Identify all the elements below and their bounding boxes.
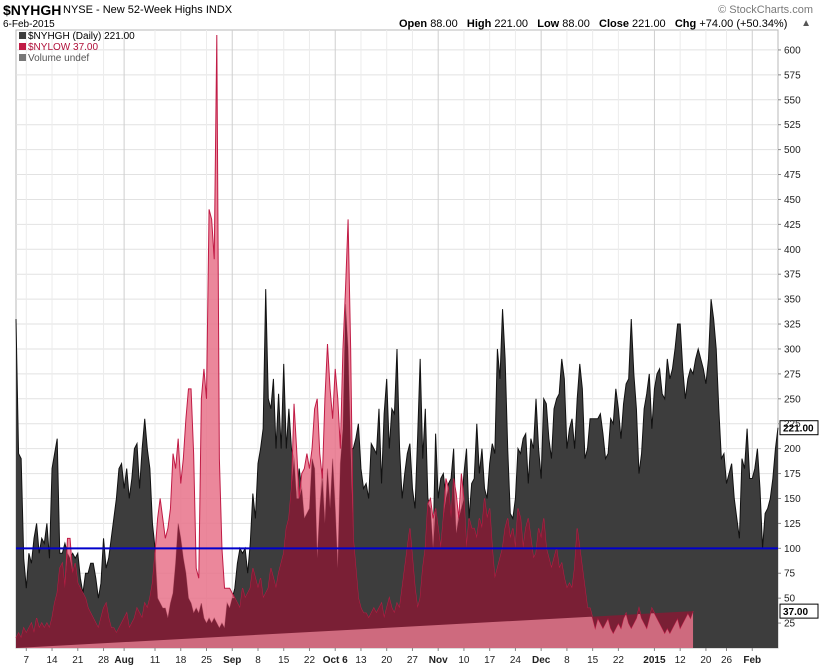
exchange-label: INDX bbox=[205, 4, 233, 16]
chart-series bbox=[15, 34, 779, 649]
legend-volume-text: Volume undef bbox=[28, 53, 90, 64]
last-value-tag-label: 221.00 bbox=[783, 424, 814, 435]
y-tick-label: 400 bbox=[784, 245, 801, 256]
legend-swatch-red bbox=[19, 43, 26, 50]
y-tick-label: 200 bbox=[784, 444, 801, 455]
y-tick-label: 425 bbox=[784, 220, 801, 231]
x-tick-label: 22 bbox=[613, 655, 625, 666]
y-tick-label: 325 bbox=[784, 320, 801, 331]
y-tick-label: 225 bbox=[784, 419, 801, 430]
x-tick-label: 15 bbox=[587, 655, 599, 666]
x-tick-label: 15 bbox=[278, 655, 290, 666]
y-tick-label: 475 bbox=[784, 170, 801, 181]
symbol-name: NYSE - New 52-Week Highs INDX bbox=[63, 4, 232, 16]
y-tick-label: 600 bbox=[784, 45, 801, 56]
close-value: 221.00 bbox=[632, 18, 666, 30]
y-tick-label: 75 bbox=[784, 569, 796, 580]
x-tick-label: Feb bbox=[743, 655, 761, 666]
y-tick-label: 250 bbox=[784, 394, 801, 405]
x-tick-label: 8 bbox=[255, 655, 261, 666]
x-tick-label: 28 bbox=[98, 655, 110, 666]
y-tick-label: 375 bbox=[784, 270, 801, 281]
low-label: Low bbox=[537, 18, 560, 30]
y-tick-label: 150 bbox=[784, 494, 801, 505]
x-tick-label: 25 bbox=[201, 655, 213, 666]
chart-header: $NYHGH NYSE - New 52-Week Highs INDX 6-F… bbox=[3, 2, 817, 30]
y-tick-label: 275 bbox=[784, 369, 801, 380]
x-tick-label: Oct 6 bbox=[323, 655, 348, 666]
series-area-0 bbox=[16, 289, 778, 648]
legend-nyhgh: $NYHGH (Daily) 221.00 bbox=[19, 31, 135, 42]
open-label: Open bbox=[399, 18, 428, 30]
legend-swatch-grey bbox=[19, 54, 26, 61]
series-line-0 bbox=[15, 289, 779, 630]
y-tick-label: 50 bbox=[784, 594, 796, 605]
low-value: 88.00 bbox=[562, 18, 590, 30]
legend-volume: Volume undef bbox=[19, 53, 135, 64]
symbol-label: $NYHGH bbox=[3, 2, 62, 18]
y-tick-label: 500 bbox=[784, 145, 801, 156]
y-tick-label: 350 bbox=[784, 295, 801, 306]
legend-nylow: $NYLOW 37.00 bbox=[19, 42, 135, 53]
x-tick-label: 2015 bbox=[643, 655, 666, 666]
x-tick-label: 17 bbox=[484, 655, 496, 666]
open-value: 88.00 bbox=[430, 18, 458, 30]
ohlc-readout: Open 88.00 High 221.00 Low 88.00 Close 2… bbox=[399, 18, 787, 30]
stockcharts-logo[interactable]: © StockCharts.com bbox=[718, 4, 813, 16]
chg-value: +74.00 (+50.34%) bbox=[699, 18, 788, 30]
y-tick-label: 450 bbox=[784, 195, 801, 206]
last-value-tag-label: 37.00 bbox=[783, 607, 808, 618]
chart-date: 6-Feb-2015 bbox=[3, 19, 55, 30]
x-tick-label: Aug bbox=[114, 655, 133, 666]
x-tick-label: Nov bbox=[429, 655, 448, 666]
last-value-tag-box bbox=[779, 420, 819, 436]
x-tick-label: 7 bbox=[24, 655, 30, 666]
symbol-description: NYSE - New 52-Week Highs bbox=[63, 4, 203, 16]
x-tick-label: 10 bbox=[458, 655, 470, 666]
legend-nyhgh-text: $NYHGH (Daily) 221.00 bbox=[28, 31, 135, 42]
high-label: High bbox=[466, 18, 492, 30]
x-tick-label: 18 bbox=[175, 655, 187, 666]
y-tick-label: 25 bbox=[784, 619, 796, 630]
y-tick-label: 525 bbox=[784, 120, 801, 131]
x-tick-label: 20 bbox=[381, 655, 393, 666]
collapse-chevron-icon[interactable]: ▲ bbox=[801, 18, 811, 29]
y-tick-label: 575 bbox=[784, 70, 801, 81]
x-tick-label: 11 bbox=[150, 655, 161, 666]
x-tick-label: 12 bbox=[675, 655, 687, 666]
series-area-1 bbox=[16, 34, 694, 649]
y-tick-label: 125 bbox=[784, 519, 801, 530]
x-tick-label: 27 bbox=[407, 655, 419, 666]
chart-overlay: 221.00 37.00 bbox=[16, 420, 819, 619]
x-tick-label: 24 bbox=[510, 655, 522, 666]
x-tick-label: 26 bbox=[721, 655, 733, 666]
last-value-tag-box bbox=[779, 603, 819, 619]
chart-axes: 25 50 75 100 125 150 175 200 225 250 275 300 325 350 3… bbox=[24, 45, 802, 666]
legend-swatch-dark bbox=[19, 32, 26, 39]
x-tick-label: 13 bbox=[355, 655, 367, 666]
y-tick-label: 175 bbox=[784, 469, 801, 480]
series-overlap-area bbox=[16, 304, 694, 648]
x-tick-label: 22 bbox=[304, 655, 316, 666]
x-tick-label: Dec bbox=[532, 655, 551, 666]
y-tick-label: 550 bbox=[784, 95, 801, 106]
high-value: 221.00 bbox=[494, 18, 529, 30]
y-tick-label: 100 bbox=[784, 544, 801, 555]
close-label: Close bbox=[599, 18, 629, 30]
y-tick-label: 300 bbox=[784, 344, 801, 355]
x-tick-label: 8 bbox=[564, 655, 570, 666]
chart-legend: $NYHGH (Daily) 221.00 $NYLOW 37.00 Volum… bbox=[19, 31, 135, 64]
x-tick-label: 14 bbox=[46, 655, 58, 666]
chg-label: Chg bbox=[674, 18, 697, 30]
x-tick-label: 20 bbox=[700, 655, 712, 666]
x-tick-label: Sep bbox=[223, 655, 241, 666]
x-tick-label: 21 bbox=[72, 655, 84, 666]
legend-nylow-text: $NYLOW 37.00 bbox=[28, 42, 99, 53]
